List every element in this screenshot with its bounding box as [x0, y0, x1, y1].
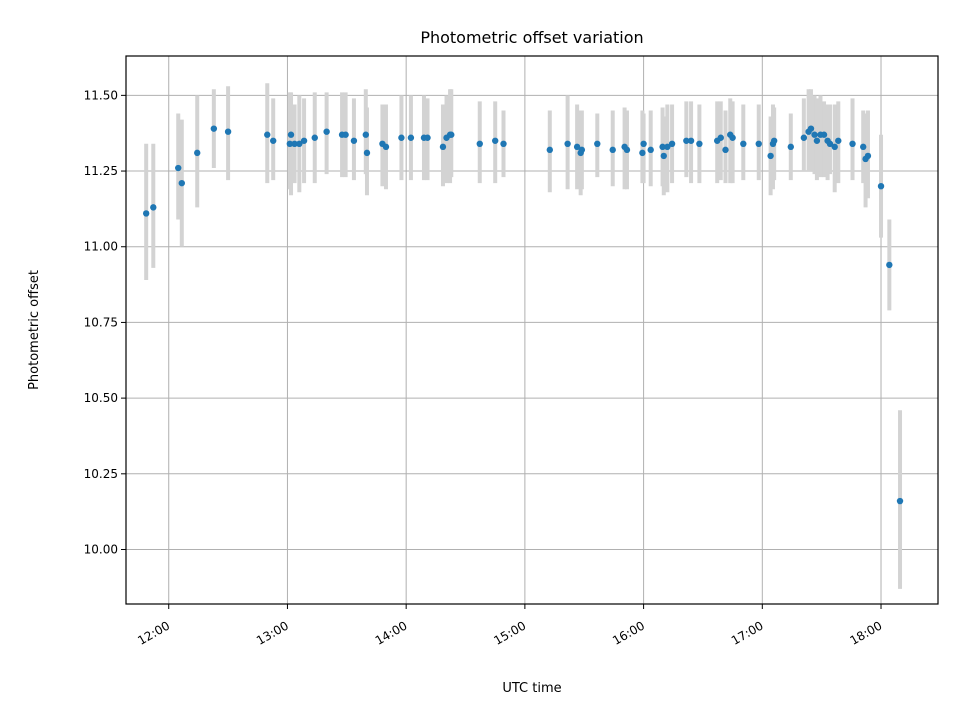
x-tick-label: 14:00 [373, 618, 410, 647]
data-point [835, 137, 842, 144]
x-axis-label: UTC time [502, 681, 561, 696]
data-point [813, 137, 821, 144]
data-point [398, 134, 405, 141]
x-tick-label: 13:00 [254, 618, 291, 647]
data-point [683, 137, 690, 144]
data-point [849, 140, 856, 148]
data-point [755, 140, 762, 148]
data-point [623, 146, 631, 154]
data-point [287, 131, 295, 138]
data-point [500, 140, 507, 148]
y-tick-label: 10.50 [84, 391, 118, 405]
data-point [770, 137, 778, 144]
data-point [311, 134, 318, 141]
plot-frame [125, 55, 939, 605]
data-point [424, 134, 431, 141]
data-point [210, 125, 218, 132]
data-point [546, 146, 554, 154]
data-point [578, 146, 586, 154]
data-point [729, 134, 736, 141]
data-point [150, 204, 157, 211]
data-point [687, 137, 695, 144]
data-point [664, 143, 671, 151]
data-point [896, 497, 904, 505]
data-point [800, 134, 808, 141]
data-point [668, 140, 676, 148]
x-tick-label: 12:00 [135, 618, 172, 647]
data-point [826, 140, 834, 148]
data-point [194, 149, 201, 157]
y-tick-label: 10.75 [84, 315, 118, 329]
y-tick-label: 10.25 [84, 467, 118, 481]
data-point [594, 140, 601, 148]
data-point [640, 140, 647, 148]
x-tick-label: 16:00 [610, 618, 647, 647]
data-point [224, 128, 232, 135]
data-point [831, 143, 838, 151]
y-axis-label: Photometric offset [27, 270, 42, 390]
y-tick-label: 11.25 [84, 164, 118, 178]
data-point [787, 143, 794, 151]
data-point [439, 143, 447, 151]
data-point [178, 179, 185, 187]
y-tick-label: 11.00 [84, 240, 118, 254]
data-point [476, 140, 483, 148]
data-point [296, 140, 303, 148]
data-point [722, 146, 729, 154]
data-point [573, 143, 581, 151]
data-point [564, 140, 571, 148]
data-point [323, 128, 330, 135]
data-point [175, 164, 182, 172]
data-point [407, 134, 415, 141]
data-point [864, 152, 872, 160]
data-point [639, 149, 646, 157]
error-bars [144, 83, 903, 589]
data-point [807, 125, 815, 132]
data-point [717, 134, 724, 141]
data-point [659, 143, 666, 151]
x-tick-label: 15:00 [491, 618, 528, 647]
data-point [491, 137, 499, 144]
chart-title: Photometric offset variation [420, 28, 643, 47]
data-point [860, 143, 867, 151]
data-point [660, 152, 667, 160]
data-point [820, 131, 828, 138]
y-tick-label: 11.50 [84, 88, 118, 102]
data-point [382, 143, 390, 151]
data-point [363, 149, 371, 157]
data-point [291, 140, 298, 148]
data-point [270, 137, 277, 144]
data-point [264, 131, 271, 138]
data-point [300, 137, 308, 144]
data-points [142, 125, 904, 505]
data-point [362, 131, 370, 138]
data-point [609, 146, 616, 154]
data-point [350, 137, 358, 144]
data-point [286, 140, 294, 148]
data-point [811, 131, 818, 138]
data-point [877, 182, 885, 190]
y-tick-label: 10.00 [84, 543, 118, 557]
data-point [740, 140, 747, 148]
data-point [342, 131, 349, 138]
data-point [448, 131, 455, 138]
data-point [886, 261, 893, 269]
x-tick-label: 18:00 [848, 618, 885, 647]
data-point [142, 210, 150, 217]
data-point [647, 146, 654, 154]
data-point [696, 140, 703, 148]
data-point [767, 152, 774, 160]
x-tick-label: 17:00 [729, 618, 766, 647]
axis-ticks: 12:00 13:00 14:00 15:00 16:00 17:00 18:00 10.00… [84, 88, 885, 648]
